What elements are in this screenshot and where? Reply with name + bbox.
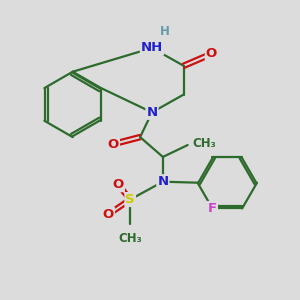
Text: H: H [160,25,170,38]
Text: CH₃: CH₃ [118,232,142,245]
Text: O: O [103,208,114,221]
Text: N: N [157,175,168,188]
Text: CH₃: CH₃ [193,136,216,150]
Text: O: O [113,178,124,191]
Text: O: O [108,138,119,151]
Text: O: O [206,47,217,60]
Text: F: F [208,202,217,215]
Text: NH: NH [141,41,163,55]
Text: N: N [146,106,158,119]
Text: S: S [125,193,135,206]
